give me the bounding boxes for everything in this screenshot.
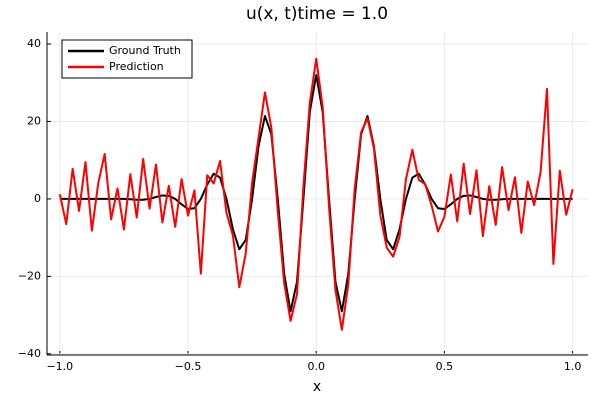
x-tick-label: −0.5 — [175, 360, 202, 373]
y-tick-label: 20 — [27, 114, 41, 127]
x-tick-label: 0.5 — [436, 360, 454, 373]
chart-title: u(x, t)time = 1.0 — [246, 4, 388, 24]
y-tick-label: 0 — [34, 192, 41, 205]
legend-box — [61, 39, 193, 79]
y-tick-label: 40 — [27, 37, 41, 50]
y-tick-label: −40 — [18, 347, 41, 360]
legend-label: Prediction — [109, 60, 164, 73]
legend-label: Ground Truth — [109, 44, 181, 57]
x-tick-label: 0.0 — [307, 360, 325, 373]
y-tick-label: −20 — [18, 269, 41, 282]
x-tick-label: −1.0 — [46, 360, 73, 373]
series-line — [58, 57, 574, 331]
x-axis-label: x — [313, 379, 321, 395]
x-tick-label: 1.0 — [564, 360, 582, 373]
